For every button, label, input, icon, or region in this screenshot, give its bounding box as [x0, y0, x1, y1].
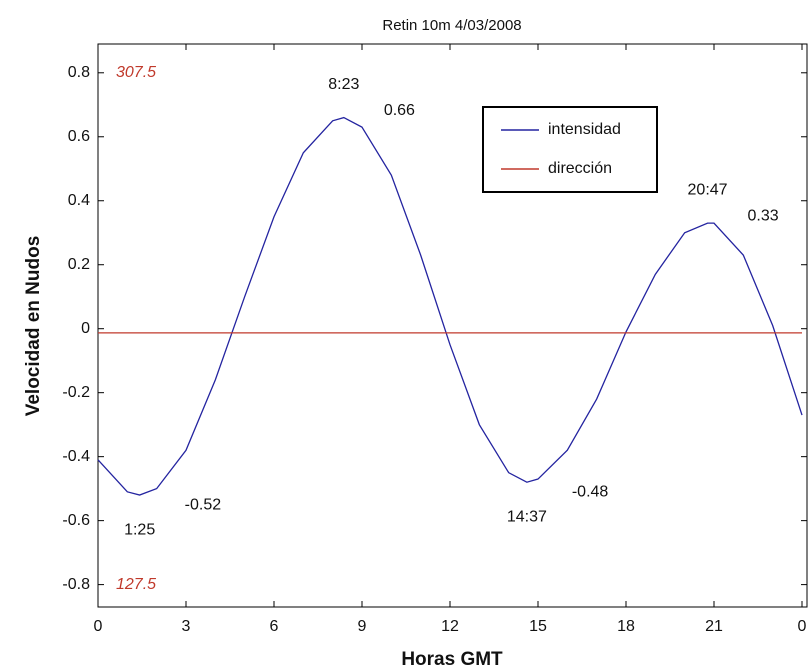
x-axis-title: Horas GMT	[401, 649, 503, 670]
x-tick-label: 15	[529, 618, 547, 635]
y-tick-label: 0.6	[68, 128, 90, 145]
x-tick-label: 0	[94, 618, 103, 635]
annotation-value: -0.48	[572, 483, 609, 500]
y-tick-label: -0.8	[62, 576, 90, 593]
line-series	[97, 116, 803, 496]
x-tick-label: 0	[798, 618, 807, 635]
y-tick-label: -0.2	[62, 384, 90, 401]
annotation-value: 0.66	[384, 102, 415, 119]
x-tick-label: 3	[182, 618, 191, 635]
y-tick-label: -0.6	[62, 512, 90, 529]
y-axis-title: Velocidad en Nudos	[23, 236, 44, 417]
y-tick-label: 0.4	[68, 192, 90, 209]
annotation-time: 14:37	[507, 508, 547, 525]
y-tick-label: 0.2	[68, 256, 90, 273]
x-tick-label: 9	[358, 618, 367, 635]
legend-label: intensidad	[548, 121, 621, 138]
y-tick-label: 0	[81, 320, 90, 337]
y-tick-label: 0.8	[68, 64, 90, 81]
x-tick-label: 18	[617, 618, 635, 635]
legend-label: dirección	[548, 160, 612, 177]
chart-title: Retin 10m 4/03/2008	[382, 17, 521, 34]
y2-tick-label: 307.5	[116, 64, 156, 81]
annotation-value: -0.52	[185, 496, 222, 513]
annotation-time: 1:25	[124, 521, 155, 538]
x-tick-label: 12	[441, 618, 459, 635]
y2-tick-label: 127.5	[116, 576, 156, 593]
annotation-value: 0.33	[748, 207, 779, 224]
legend-box	[482, 106, 658, 193]
plot-frame	[97, 43, 808, 608]
annotation-time: 20:47	[688, 181, 728, 198]
annotation-time: 8:23	[328, 76, 359, 93]
x-tick-label: 6	[270, 618, 279, 635]
y-tick-label: -0.4	[62, 448, 90, 465]
x-tick-label: 21	[705, 618, 723, 635]
